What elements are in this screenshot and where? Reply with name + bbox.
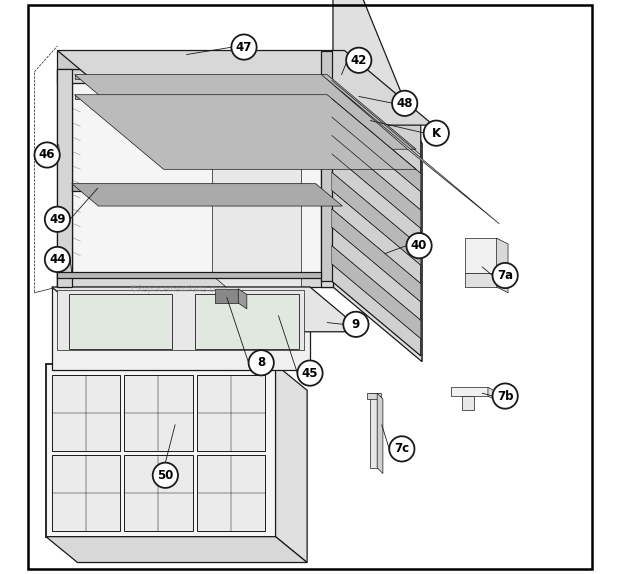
Polygon shape bbox=[195, 294, 298, 349]
Polygon shape bbox=[215, 289, 238, 303]
Polygon shape bbox=[332, 135, 421, 228]
Circle shape bbox=[392, 91, 417, 116]
Text: 8: 8 bbox=[257, 356, 265, 369]
Text: 48: 48 bbox=[396, 97, 413, 110]
Text: 7a: 7a bbox=[497, 269, 513, 282]
Circle shape bbox=[45, 207, 70, 232]
Polygon shape bbox=[74, 75, 327, 79]
Polygon shape bbox=[368, 393, 381, 399]
Polygon shape bbox=[197, 375, 265, 451]
Circle shape bbox=[35, 142, 60, 168]
Text: K: K bbox=[432, 127, 441, 139]
Circle shape bbox=[492, 383, 518, 409]
Circle shape bbox=[343, 312, 368, 337]
Text: 49: 49 bbox=[49, 213, 66, 226]
Polygon shape bbox=[58, 69, 333, 83]
Polygon shape bbox=[72, 184, 316, 191]
Circle shape bbox=[407, 233, 432, 258]
Polygon shape bbox=[58, 273, 333, 287]
Polygon shape bbox=[322, 51, 332, 281]
Text: 45: 45 bbox=[302, 367, 318, 379]
Polygon shape bbox=[332, 246, 421, 339]
Polygon shape bbox=[451, 387, 488, 396]
Polygon shape bbox=[51, 287, 363, 332]
Polygon shape bbox=[74, 95, 327, 99]
Polygon shape bbox=[332, 172, 421, 265]
Circle shape bbox=[389, 436, 414, 461]
Polygon shape bbox=[125, 375, 193, 451]
Polygon shape bbox=[197, 455, 265, 531]
Circle shape bbox=[45, 247, 70, 272]
Circle shape bbox=[231, 34, 257, 60]
Polygon shape bbox=[275, 364, 307, 563]
Circle shape bbox=[492, 263, 518, 288]
Text: 7c: 7c bbox=[394, 443, 409, 455]
Text: 40: 40 bbox=[411, 239, 427, 252]
Polygon shape bbox=[51, 287, 310, 370]
Polygon shape bbox=[58, 51, 345, 69]
Polygon shape bbox=[322, 69, 333, 287]
Polygon shape bbox=[322, 75, 500, 224]
Circle shape bbox=[423, 121, 449, 146]
Text: 47: 47 bbox=[236, 41, 252, 53]
Polygon shape bbox=[69, 294, 172, 349]
Polygon shape bbox=[370, 393, 377, 468]
Polygon shape bbox=[58, 51, 433, 125]
Polygon shape bbox=[74, 95, 416, 169]
Text: 50: 50 bbox=[157, 469, 174, 482]
Circle shape bbox=[249, 350, 274, 375]
Polygon shape bbox=[58, 272, 322, 278]
Polygon shape bbox=[462, 396, 474, 410]
Text: 44: 44 bbox=[49, 253, 66, 266]
Text: 7b: 7b bbox=[497, 390, 513, 402]
Polygon shape bbox=[332, 51, 421, 356]
Circle shape bbox=[153, 463, 178, 488]
Polygon shape bbox=[332, 99, 421, 192]
Text: 46: 46 bbox=[39, 149, 55, 161]
Polygon shape bbox=[51, 375, 120, 451]
Polygon shape bbox=[238, 289, 247, 309]
Polygon shape bbox=[333, 0, 422, 362]
Text: ©ReplacementParts.com: ©ReplacementParts.com bbox=[130, 285, 226, 294]
Polygon shape bbox=[377, 393, 383, 474]
Polygon shape bbox=[213, 75, 301, 350]
Polygon shape bbox=[46, 364, 275, 537]
Polygon shape bbox=[46, 537, 307, 563]
Polygon shape bbox=[58, 290, 304, 350]
Polygon shape bbox=[58, 69, 422, 144]
Text: 42: 42 bbox=[350, 54, 367, 67]
Polygon shape bbox=[74, 75, 416, 149]
Polygon shape bbox=[58, 69, 72, 287]
Polygon shape bbox=[58, 69, 72, 287]
Polygon shape bbox=[125, 455, 193, 531]
Text: 9: 9 bbox=[352, 318, 360, 331]
Polygon shape bbox=[465, 238, 497, 273]
Polygon shape bbox=[488, 387, 500, 402]
Polygon shape bbox=[497, 238, 508, 293]
Polygon shape bbox=[51, 455, 120, 531]
Circle shape bbox=[346, 48, 371, 73]
Polygon shape bbox=[72, 83, 322, 273]
Polygon shape bbox=[332, 209, 421, 302]
Circle shape bbox=[298, 360, 322, 386]
Polygon shape bbox=[333, 69, 422, 362]
Polygon shape bbox=[465, 273, 497, 287]
Polygon shape bbox=[72, 184, 342, 206]
